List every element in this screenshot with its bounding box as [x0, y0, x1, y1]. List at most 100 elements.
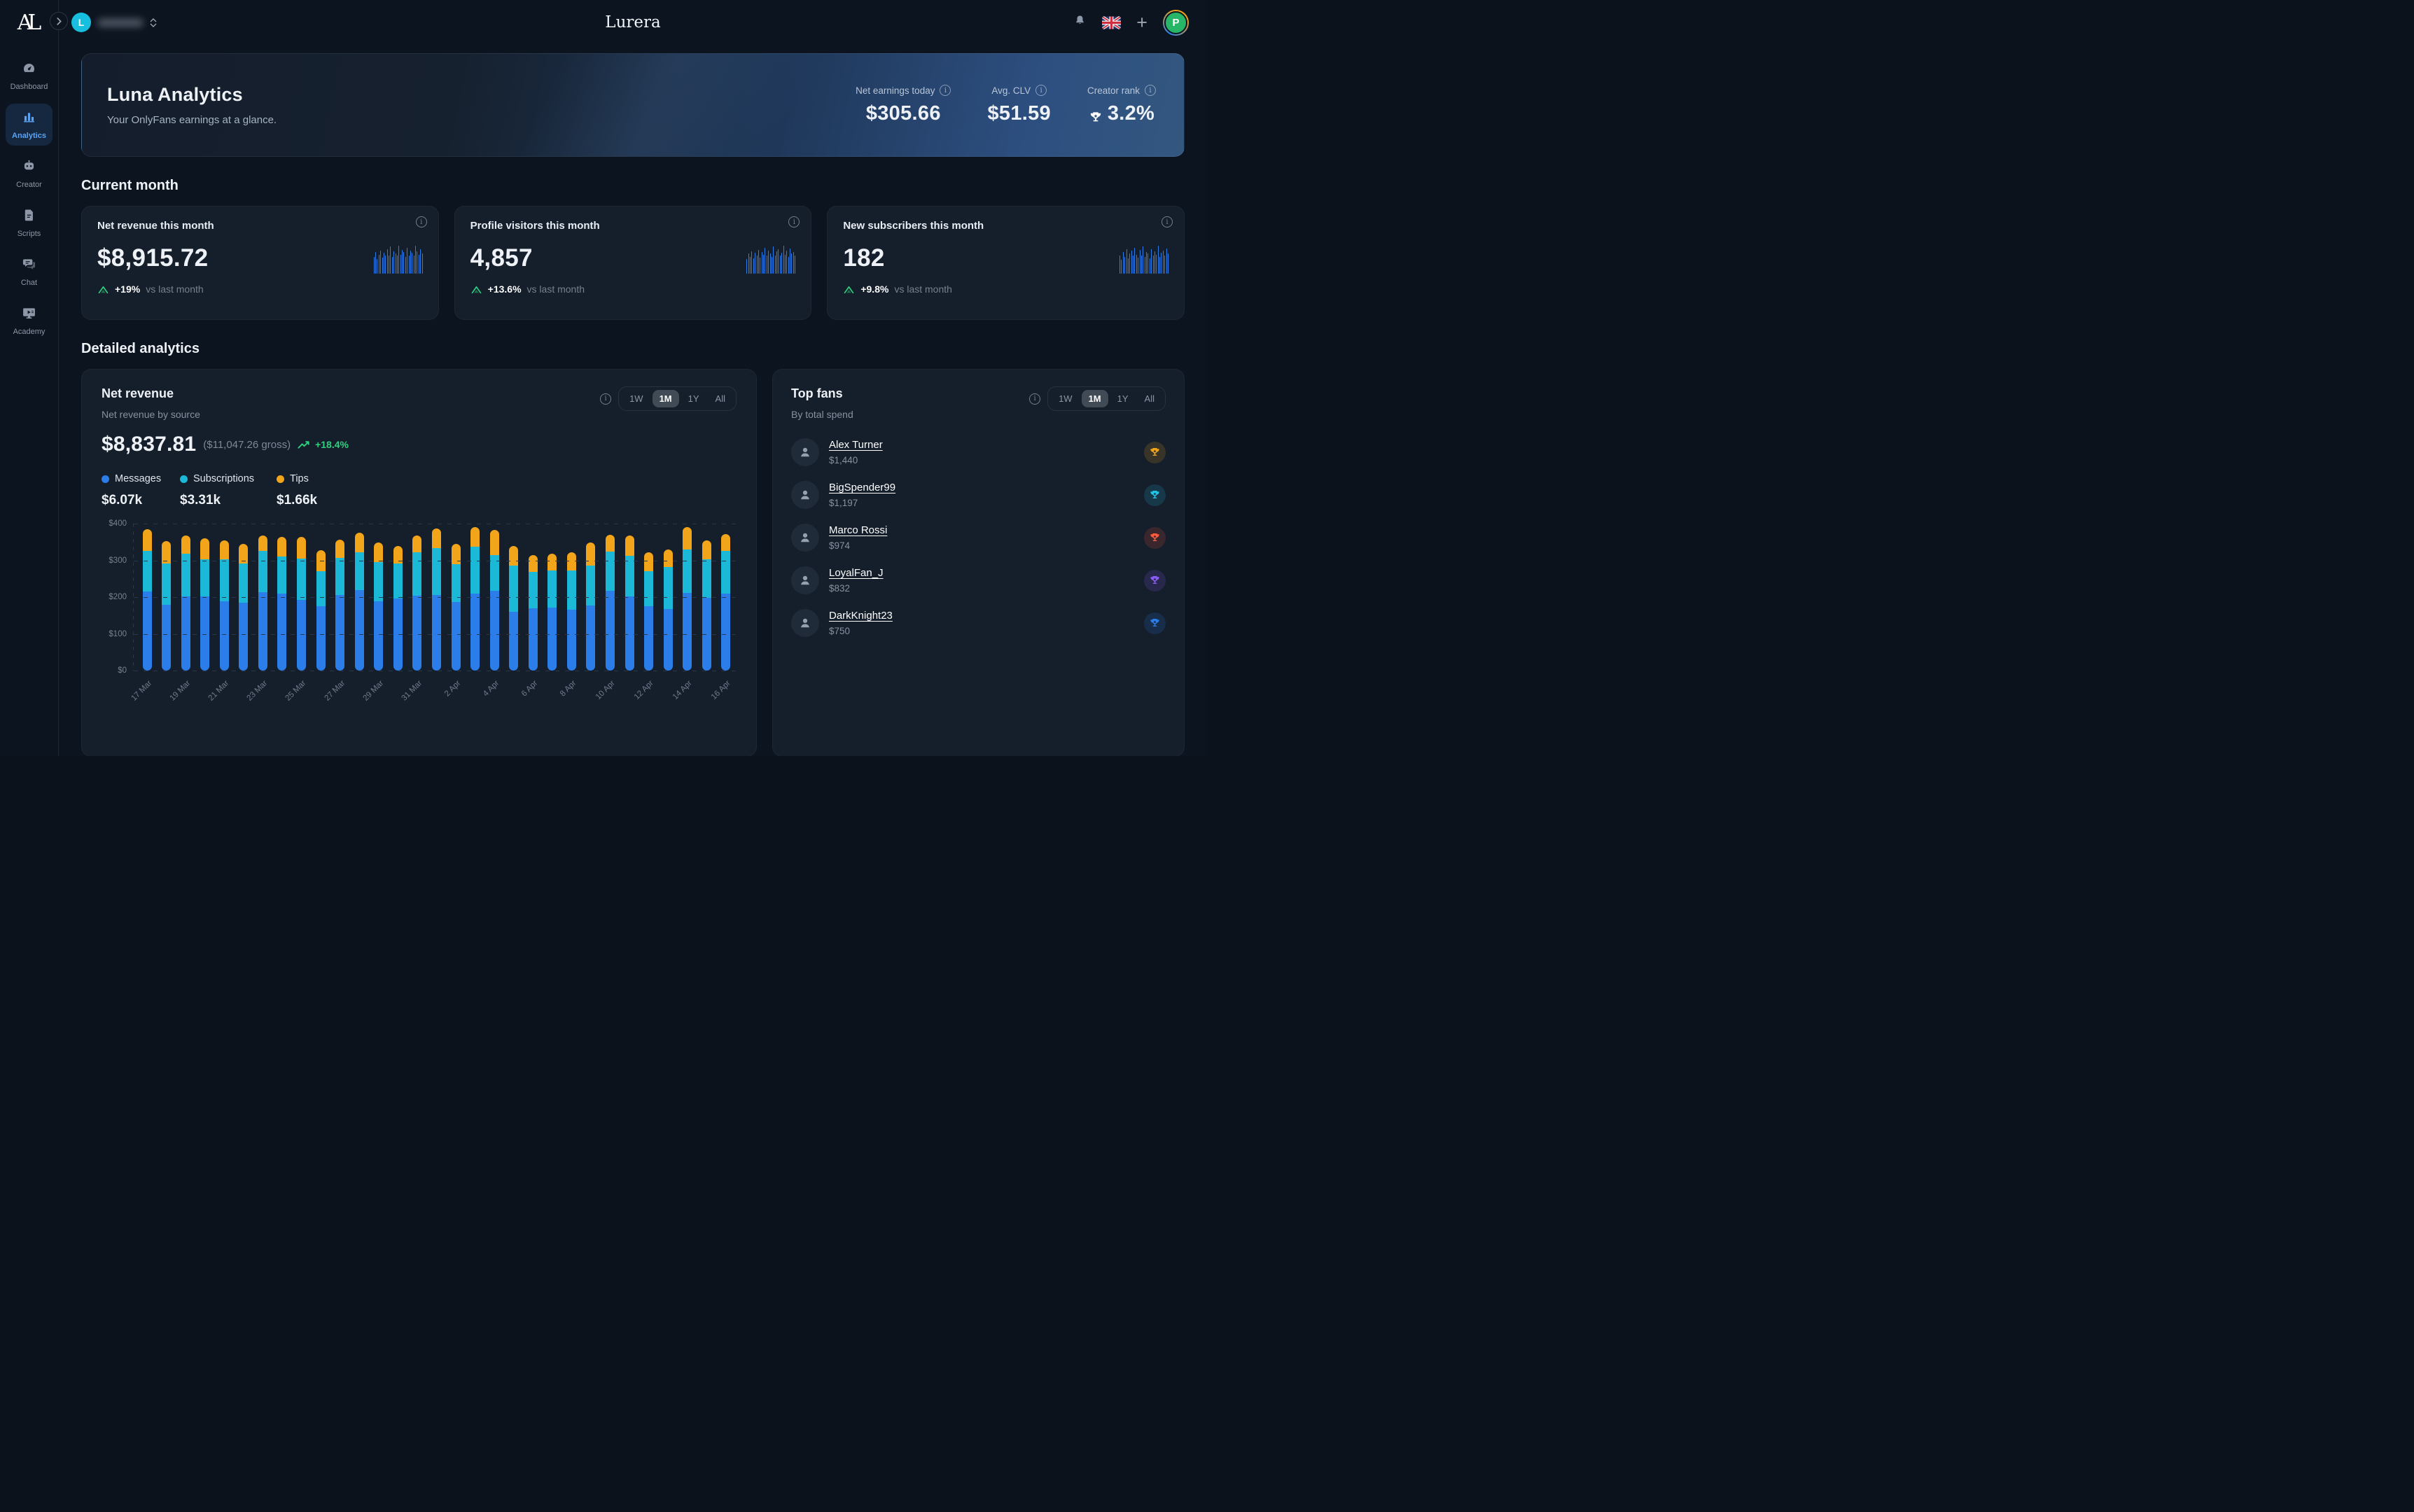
chart-bar-column — [663, 550, 673, 671]
chart-bar-column — [354, 533, 364, 671]
chart-bar — [355, 533, 364, 671]
net-revenue-range-1w[interactable]: 1W — [622, 390, 650, 407]
chart-bar-column: 6 Apr — [528, 555, 538, 671]
net-revenue-range-all[interactable]: All — [709, 390, 732, 407]
growth-arrow-icon — [470, 284, 482, 295]
chart-bar — [683, 527, 692, 671]
brand-wordmark: Lurera — [605, 13, 660, 31]
bar-segment-tips — [220, 540, 229, 560]
bar-segment-tips — [143, 529, 152, 552]
sidebar-item-academy[interactable]: Academy — [6, 300, 53, 342]
bar-segment-tips — [258, 536, 267, 551]
stat-card-value: 4,857 — [470, 244, 533, 272]
monitor-play-icon — [22, 306, 36, 324]
x-axis-tick-label: 6 Apr — [520, 679, 539, 698]
sidebar-item-label: Dashboard — [11, 83, 48, 91]
fan-total-spend: $1,197 — [829, 498, 895, 508]
gridline — [134, 597, 737, 598]
bar-chart-icon — [22, 110, 36, 128]
sidebar-item-chat[interactable]: Chat — [6, 251, 53, 293]
bar-segment-subscriptions — [606, 552, 615, 591]
chat-icon — [22, 257, 36, 275]
hero-stat-label-text: Creator rank — [1087, 85, 1140, 96]
chart-bar-column: 29 Mar — [374, 542, 384, 671]
hero-stat: Creator rank i 3.2% — [1087, 85, 1156, 125]
info-icon[interactable]: i — [600, 393, 611, 405]
language-flag-uk[interactable] — [1102, 16, 1121, 29]
top-fans-range-1w[interactable]: 1W — [1052, 390, 1080, 407]
bar-segment-messages — [355, 590, 364, 671]
info-icon[interactable]: i — [940, 85, 951, 96]
sparkline-chart — [374, 243, 423, 274]
person-icon — [791, 609, 819, 637]
add-button[interactable]: + — [1136, 13, 1147, 32]
fan-name-link[interactable]: Marco Rossi — [829, 524, 887, 536]
info-icon[interactable]: i — [1161, 216, 1173, 227]
bar-segment-tips — [721, 534, 730, 552]
top-fans-range-1m[interactable]: 1M — [1082, 390, 1108, 407]
info-icon[interactable]: i — [1029, 393, 1040, 405]
stat-card-2: iProfile visitors this month4,857+13.6%v… — [454, 206, 812, 320]
sidebar-item-dashboard[interactable]: Dashboard — [6, 55, 53, 97]
fan-name-link[interactable]: DarkKnight23 — [829, 610, 893, 622]
bar-segment-messages — [664, 609, 673, 671]
fan-name-link[interactable]: Alex Turner — [829, 439, 883, 451]
info-icon[interactable]: i — [1035, 85, 1047, 96]
chart-bar-column: 19 Mar — [181, 536, 190, 671]
hero-stat-value: $305.66 — [856, 102, 951, 125]
chart-bar — [200, 538, 209, 671]
y-axis-tick-label: $100 — [109, 630, 127, 638]
sidebar-item-scripts[interactable]: Scripts — [6, 202, 53, 244]
bar-segment-subscriptions — [200, 559, 209, 596]
bar-segment-messages — [644, 606, 653, 671]
legend-label: Tips — [290, 473, 309, 484]
sidebar: AL DashboardAnalyticsCreatorScriptsChatA… — [0, 0, 59, 756]
bar-segment-tips — [606, 535, 615, 552]
fan-name-link[interactable]: LoyalFan_J — [829, 567, 884, 579]
fan-total-spend: $1,440 — [829, 455, 883, 465]
bar-segment-subscriptions — [143, 551, 152, 592]
top-fan-row: Alex Turner $1,440 — [791, 438, 1166, 466]
sidebar-item-analytics[interactable]: Analytics — [6, 104, 53, 146]
chart-bar-column: 23 Mar — [258, 536, 267, 671]
top-fan-row: BigSpender99 $1,197 — [791, 481, 1166, 509]
net-revenue-gross: ($11,047.26 gross) — [203, 439, 291, 451]
hero-stat-value-text: 3.2% — [1108, 102, 1154, 125]
fan-name-link[interactable]: BigSpender99 — [829, 482, 895, 493]
bar-segment-tips — [490, 530, 499, 555]
bar-segment-messages — [529, 608, 538, 671]
info-icon[interactable]: i — [788, 216, 800, 227]
legend-value: $3.31k — [180, 493, 277, 508]
x-axis-tick-label: 4 Apr — [482, 679, 501, 698]
net-revenue-range-1m[interactable]: 1M — [653, 390, 679, 407]
top-fans-range-all[interactable]: All — [1138, 390, 1161, 407]
hero-banner: Luna Analytics Your OnlyFans earnings at… — [81, 53, 1185, 157]
hero-stat-label: Net earnings todayi — [856, 85, 951, 96]
person-icon — [791, 524, 819, 552]
sidebar-item-creator[interactable]: Creator — [6, 153, 53, 195]
chart-bar-column — [431, 528, 441, 671]
info-icon[interactable]: i — [416, 216, 427, 227]
account-switcher[interactable]: L — [71, 13, 157, 32]
bar-segment-tips — [547, 554, 557, 570]
profile-avatar[interactable]: P — [1163, 10, 1189, 36]
sidebar-collapse-button[interactable] — [50, 12, 68, 30]
info-icon[interactable]: i — [1145, 85, 1156, 96]
growth-arrow-icon — [97, 284, 109, 295]
person-icon — [791, 566, 819, 594]
bar-segment-messages — [683, 593, 692, 671]
account-avatar: L — [71, 13, 91, 32]
bar-segment-messages — [721, 594, 730, 671]
chevron-right-icon — [55, 18, 63, 25]
notifications-bell-icon[interactable] — [1073, 14, 1087, 31]
trophy-icon — [1089, 107, 1103, 121]
chart-bar-column: 2 Apr — [451, 544, 461, 671]
stat-card-3: iNew subscribers this month182+9.8%vs la… — [827, 206, 1185, 320]
bar-segment-messages — [335, 595, 344, 671]
top-fans-range-1y[interactable]: 1Y — [1110, 390, 1136, 407]
hero-stat: Avg. CLVi$51.59 — [987, 85, 1051, 125]
bar-segment-subscriptions — [644, 571, 653, 606]
stat-card-value: 182 — [843, 244, 884, 272]
net-revenue-range-1y[interactable]: 1Y — [681, 390, 706, 407]
bar-segment-messages — [393, 598, 403, 671]
